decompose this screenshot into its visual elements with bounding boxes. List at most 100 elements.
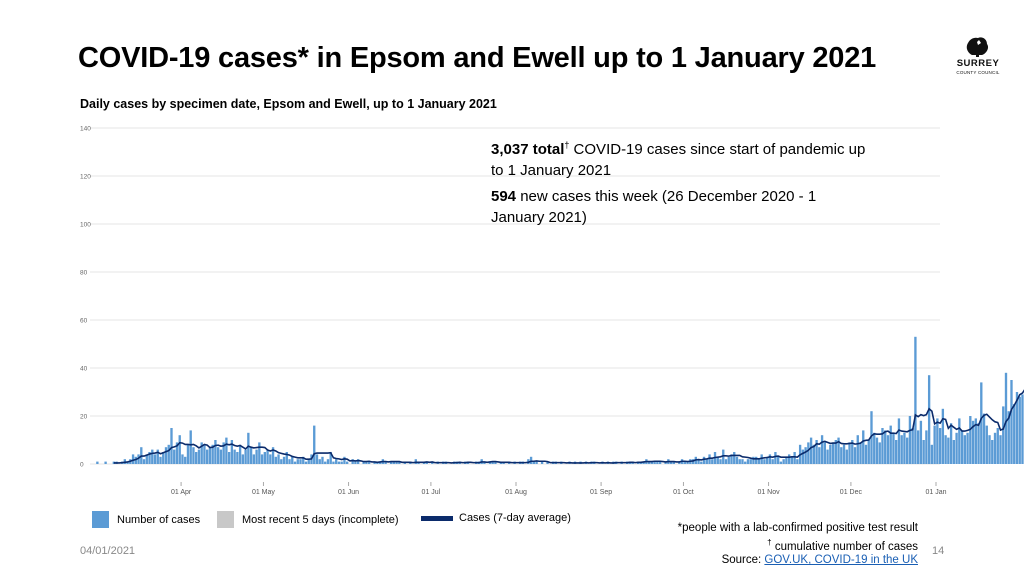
case-bar	[980, 382, 983, 464]
case-bar	[815, 440, 818, 464]
case-bar	[244, 449, 247, 464]
case-bar	[705, 459, 708, 464]
case-bar	[900, 435, 903, 464]
case-bar	[540, 461, 544, 464]
case-bar	[134, 456, 137, 464]
case-bar	[271, 447, 275, 464]
weekly-cases-text: new cases this week (26 December 2020 - …	[491, 188, 817, 226]
case-bar	[782, 459, 785, 464]
case-bar	[925, 430, 928, 464]
x-tick-label: 01 Jan	[925, 489, 946, 496]
case-bar	[807, 442, 810, 464]
case-bar	[367, 461, 371, 464]
footnote-dagger: †	[767, 538, 772, 547]
case-bar	[826, 449, 829, 464]
case-bar	[425, 461, 428, 464]
x-tick-label: 01 Jul	[422, 489, 441, 496]
case-bar	[702, 456, 706, 464]
case-bar	[848, 442, 851, 464]
case-bar	[842, 444, 846, 464]
case-bar	[189, 430, 192, 464]
case-bar	[716, 456, 719, 464]
case-bar	[181, 454, 184, 464]
case-bar	[159, 456, 162, 464]
page-title: COVID-19 cases* in Epsom and Ewell up to…	[78, 42, 877, 74]
y-tick-label: 100	[80, 222, 91, 229]
y-tick-label: 80	[80, 270, 88, 277]
case-bar	[1007, 411, 1010, 464]
total-dagger: †	[564, 140, 570, 150]
case-bar	[365, 461, 368, 464]
case-bar	[944, 435, 947, 464]
case-bar	[211, 444, 214, 464]
footnote-cumulative-text: cumulative number of cases	[771, 540, 918, 553]
legend-swatch-recent	[217, 511, 234, 528]
case-bar	[288, 459, 291, 464]
case-bar	[936, 418, 939, 464]
case-bar	[291, 456, 294, 464]
case-bar	[922, 440, 925, 464]
case-bar	[233, 449, 236, 464]
legend-label-average: Cases (7-day average)	[459, 512, 571, 524]
case-bar	[1013, 404, 1016, 464]
case-bar	[214, 440, 217, 464]
case-bar	[647, 461, 651, 464]
case-bar	[809, 437, 813, 464]
case-bar	[686, 461, 689, 464]
weekly-cases-value: 594	[491, 188, 517, 205]
case-bar	[255, 449, 258, 464]
case-bar	[776, 456, 780, 464]
case-bar	[398, 461, 401, 464]
case-bar	[930, 444, 934, 464]
case-bar	[779, 461, 783, 464]
case-bar	[787, 454, 791, 464]
case-bar	[653, 461, 656, 464]
case-bar	[184, 456, 187, 464]
case-bar	[722, 449, 725, 464]
case-bar	[938, 428, 942, 464]
case-bar	[834, 440, 837, 464]
case-bar	[293, 461, 297, 464]
case-bar	[831, 442, 835, 464]
case-bar	[974, 418, 977, 464]
legend-label-cases: Number of cases	[117, 513, 201, 526]
case-bar	[315, 454, 319, 464]
surrey-oak-icon	[966, 37, 989, 57]
case-bar	[236, 452, 239, 464]
source-link[interactable]: GOV.UK, COVID-19 in the UK	[764, 554, 918, 566]
case-bar	[862, 430, 865, 464]
x-tick-label: 01 Aug	[505, 489, 527, 496]
case-bar	[337, 461, 341, 464]
case-bar	[318, 459, 321, 464]
case-bar	[340, 461, 343, 464]
case-bar	[746, 459, 750, 464]
y-tick-labels: 0 20 40 60 80 100 120 140	[80, 126, 91, 469]
x-tick-label: 01 Nov	[757, 489, 780, 496]
y-tick-label: 60	[80, 318, 88, 325]
case-bar	[837, 437, 840, 464]
y-tick-label: 20	[80, 414, 88, 421]
case-bar	[642, 461, 645, 464]
case-bar	[156, 449, 159, 464]
case-bar	[840, 447, 843, 464]
x-tick-label: 01 Apr	[171, 489, 192, 496]
case-bar	[672, 461, 676, 464]
case-bar	[145, 454, 148, 464]
case-bar	[335, 459, 338, 464]
case-bar	[796, 459, 799, 464]
case-bar	[206, 449, 209, 464]
case-bar	[494, 461, 497, 464]
case-bar	[856, 435, 859, 464]
case-bar	[988, 435, 991, 464]
total-cases-annotation: 3,037 total† COVID-19 cases since start …	[491, 135, 871, 181]
case-bar	[683, 461, 686, 464]
case-bar	[535, 461, 538, 464]
case-bar	[178, 435, 181, 464]
case-bar	[897, 418, 901, 464]
y-tick-label: 0	[80, 462, 84, 469]
case-bar	[933, 425, 936, 464]
case-bar	[952, 440, 956, 464]
case-bar	[889, 425, 892, 464]
case-bar	[864, 444, 868, 464]
case-bar	[733, 452, 736, 464]
